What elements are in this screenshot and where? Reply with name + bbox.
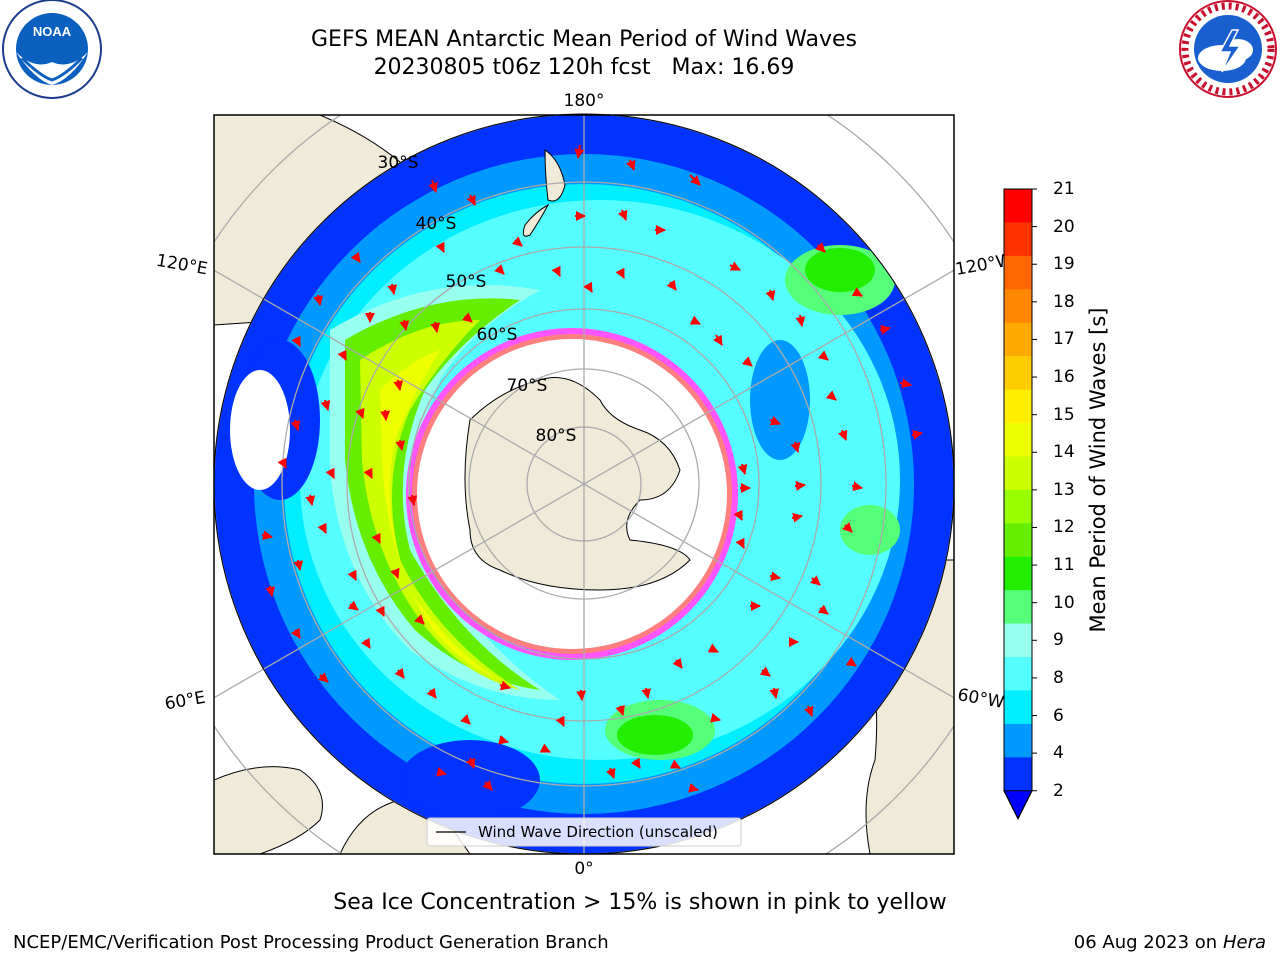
- colorbar-tick-label: 4: [1053, 743, 1064, 764]
- colorbar-segment: [1004, 690, 1032, 725]
- lat-label-30S: 30°S: [378, 153, 419, 173]
- colorbar-segment: [1004, 757, 1032, 792]
- colorbar-tick-label: 6: [1053, 705, 1064, 726]
- land-antarctica: [464, 377, 691, 591]
- chart-subtitle: 20230805 t06z 120h fcst Max: 16.69: [0, 54, 1168, 82]
- noaa-logo: NOAA: [2, 0, 102, 99]
- credit-machine: Hera: [1222, 932, 1266, 953]
- colorbar-tick-label: 8: [1053, 667, 1064, 688]
- colorbar-segment: [1004, 723, 1032, 758]
- colorbar-frame: [1003, 188, 1033, 820]
- nws-logo: [1179, 0, 1277, 98]
- colorbar-segment: [1004, 389, 1032, 424]
- colorbar-segment: [1004, 556, 1032, 591]
- colorbar-extend-triangle: [1003, 790, 1033, 820]
- colorbar-segment: [1004, 222, 1032, 257]
- wind-wave-arrows: [261, 144, 923, 793]
- land-new-zealand: [522, 149, 566, 237]
- colorbar-tick-label: 14: [1053, 442, 1075, 463]
- lon-label-0: 0°: [574, 859, 593, 879]
- credit-date: 06 Aug 2023 on: [1073, 932, 1218, 953]
- map-frame: [213, 114, 955, 855]
- colorbar: [1003, 188, 1037, 820]
- lat-label-50S: 50°S: [446, 272, 487, 292]
- colorbar-tick-label: 20: [1053, 216, 1075, 237]
- colorbar-tick-label: 10: [1053, 592, 1075, 613]
- colorbar-tick-label: 2: [1053, 780, 1064, 801]
- colorbar-segment: [1004, 289, 1032, 324]
- colorbar-segment: [1004, 356, 1032, 391]
- credit-right: 06 Aug 2023 on Hera: [1074, 932, 1266, 953]
- lon-label-60W: 60°W: [956, 685, 1006, 713]
- colorbar-tick-label: 9: [1053, 630, 1064, 651]
- colorbar-segment: [1004, 255, 1032, 290]
- lat-label-60S: 60°S: [477, 325, 518, 345]
- colorbar-segment: [1004, 657, 1032, 691]
- forecast-run-label: 20230805 t06z 120h fcst: [373, 55, 651, 80]
- colorbar-tick-label: 13: [1053, 479, 1075, 500]
- colorbar-tick-label: 11: [1053, 555, 1075, 576]
- lon-label-60E: 60°E: [163, 688, 207, 715]
- colorbar-tick-label: 15: [1053, 404, 1075, 425]
- colorbar-tick-label: 21: [1053, 179, 1075, 199]
- colorbar-segment: [1004, 189, 1032, 223]
- map-legend: Wind Wave Direction (unscaled): [426, 817, 742, 847]
- colorbar-tick-label: 16: [1053, 367, 1075, 388]
- colorbar-tick-label: 12: [1053, 517, 1075, 538]
- lat-label-70S: 70°S: [507, 376, 548, 396]
- max-value-label: Max: 16.69: [671, 55, 795, 80]
- colorbar-segment: [1004, 523, 1032, 558]
- credit-left: NCEP/EMC/Verification Post Processing Pr…: [13, 932, 609, 953]
- colorbar-tick-label: 17: [1053, 329, 1075, 350]
- colorbar-segment: [1004, 623, 1032, 658]
- legend-label: Wind Wave Direction (unscaled): [478, 823, 718, 841]
- noaa-logo-text: NOAA: [33, 24, 72, 39]
- lat-label-40S: 40°S: [416, 214, 457, 234]
- lon-label-180: 180°: [564, 91, 605, 111]
- colorbar-tick-label: 19: [1053, 254, 1075, 275]
- colorbar-title: Mean Period of Wind Waves [s]: [1086, 307, 1110, 633]
- colorbar-segment: [1004, 590, 1032, 625]
- colorbar-tick-label: 18: [1053, 291, 1075, 312]
- graticule: [214, 115, 954, 854]
- colorbar-segment: [1004, 322, 1032, 357]
- chart-title: GEFS MEAN Antarctic Mean Period of Wind …: [311, 27, 857, 52]
- colorbar-segment: [1004, 456, 1032, 491]
- lon-label-120E: 120°E: [155, 251, 209, 280]
- land-africa: [214, 766, 323, 854]
- lat-label-80S: 80°S: [536, 426, 577, 446]
- sea-ice-note: Sea Ice Concentration > 15% is shown in …: [333, 890, 947, 915]
- colorbar-segment: [1004, 489, 1032, 524]
- colorbar-segment: [1004, 423, 1032, 457]
